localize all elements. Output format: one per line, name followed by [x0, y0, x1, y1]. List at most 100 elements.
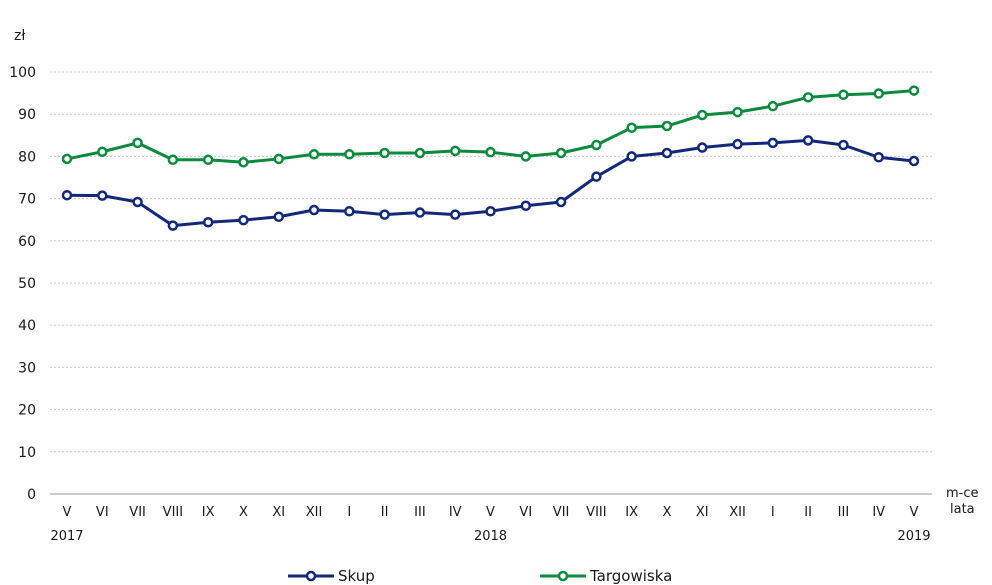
y-tick-label: 30	[18, 360, 36, 376]
y-tick-label: 40	[18, 318, 36, 334]
data-point	[697, 109, 708, 121]
x-tick-label: XI	[272, 505, 285, 520]
x-tick-label: IX	[625, 505, 638, 520]
x-axis-label-years: lata	[950, 502, 975, 517]
data-point	[661, 147, 673, 159]
data-point	[838, 139, 849, 151]
x-tick-label: VIII	[586, 505, 606, 520]
data-point	[273, 153, 284, 165]
legend-label: Skup	[338, 567, 375, 585]
y-tick-label: 100	[9, 65, 36, 81]
x-tick-label: I	[771, 505, 775, 520]
x-tick-label: X	[663, 505, 672, 520]
x-tick-label: VIII	[163, 505, 183, 520]
data-point	[555, 196, 567, 208]
legend-swatch-marker	[557, 570, 569, 582]
y-axis-ticks: 0 10 20 30 40 50 60 70 80 90 100	[9, 65, 36, 503]
data-point	[767, 100, 779, 112]
y-tick-label: 60	[18, 234, 36, 250]
x-tick-label: I	[347, 505, 351, 520]
year-labels: 2017 2018 2019	[50, 529, 930, 544]
data-point	[132, 137, 143, 149]
legend-item-targowiska: Targowiska	[540, 567, 672, 585]
data-point	[802, 92, 814, 103]
legend-swatch-marker	[305, 570, 317, 582]
x-tick-label: V	[63, 505, 72, 520]
legend-item-skup: Skup	[288, 567, 375, 585]
x-tick-label: XII	[306, 505, 323, 520]
y-tick-label: 20	[18, 403, 36, 419]
data-point	[202, 154, 214, 166]
y-tick-label: 80	[18, 149, 36, 165]
data-point	[873, 88, 884, 99]
y-tick-label: 10	[18, 445, 36, 461]
x-tick-label: X	[239, 505, 248, 520]
series-lines	[61, 85, 920, 231]
y-axis-label: zł	[14, 28, 25, 44]
data-point	[308, 204, 320, 216]
data-point	[97, 190, 108, 201]
data-point	[802, 135, 814, 146]
data-point	[838, 89, 849, 101]
data-point	[238, 214, 249, 226]
data-point	[908, 155, 920, 167]
x-tick-label: V	[486, 505, 495, 520]
data-point	[767, 137, 779, 149]
data-point	[97, 146, 108, 158]
data-point	[732, 138, 743, 150]
x-axis-label-months: m-ce	[946, 486, 979, 501]
x-tick-label: VII	[129, 505, 146, 520]
data-point	[697, 142, 708, 153]
data-point	[344, 149, 355, 160]
x-tick-label: III	[414, 505, 426, 520]
x-tick-label: II	[804, 505, 812, 520]
data-point	[132, 196, 143, 208]
data-point	[626, 151, 637, 162]
series-skup	[61, 135, 920, 231]
legend: Skup Targowiska	[288, 567, 672, 585]
data-point	[61, 189, 73, 201]
y-tick-label: 0	[27, 487, 36, 503]
data-point	[167, 154, 179, 166]
series-targowiska	[61, 85, 920, 168]
year-label: 2018	[474, 529, 507, 544]
data-point	[555, 147, 567, 159]
data-point	[344, 206, 355, 217]
data-point	[308, 149, 320, 160]
y-tick-label: 50	[18, 276, 36, 292]
data-point	[202, 216, 214, 228]
data-point	[449, 145, 461, 157]
data-point	[908, 85, 920, 96]
x-tick-label: IV	[449, 505, 462, 520]
data-point	[379, 209, 390, 220]
gridlines	[50, 71, 932, 453]
x-tick-label: III	[838, 505, 850, 520]
y-tick-label: 70	[18, 192, 36, 208]
data-point	[273, 211, 284, 222]
x-tick-label: VII	[553, 505, 570, 520]
x-tick-label: XII	[729, 505, 746, 520]
data-point	[661, 120, 673, 132]
data-point	[591, 171, 602, 182]
data-point	[379, 147, 390, 159]
data-point	[591, 139, 602, 151]
x-tick-label: IX	[202, 505, 215, 520]
x-tick-label: II	[381, 505, 389, 520]
data-point	[520, 151, 532, 162]
data-point	[485, 146, 496, 158]
data-point	[520, 200, 532, 212]
y-tick-label: 90	[18, 107, 36, 123]
year-label: 2019	[897, 529, 930, 544]
data-point	[414, 147, 426, 159]
data-point	[238, 157, 249, 168]
x-tick-label: V	[910, 505, 919, 520]
x-tick-label: VI	[96, 505, 109, 520]
x-tick-label: IV	[872, 505, 885, 520]
data-point	[485, 206, 496, 217]
x-tick-label: XI	[696, 505, 709, 520]
data-point	[167, 220, 179, 231]
x-tick-label: VI	[519, 505, 532, 520]
data-point	[449, 209, 461, 220]
data-point	[732, 106, 743, 118]
